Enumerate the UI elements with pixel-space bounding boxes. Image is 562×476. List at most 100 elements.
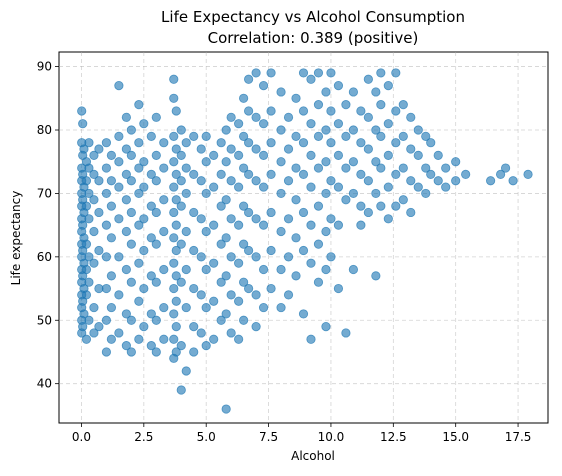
data-point [171,322,181,332]
data-point [276,302,286,313]
data-point [321,322,331,332]
data-point [239,201,249,211]
data-point [84,138,94,148]
data-point [234,296,244,306]
data-point [341,163,351,173]
data-point [101,138,112,148]
data-point [169,309,179,319]
data-point [244,106,254,116]
data-point [239,93,249,103]
data-point [169,334,179,344]
data-point [298,68,309,78]
data-point [106,150,116,160]
data-point [306,182,316,192]
data-point [413,182,423,192]
data-point [216,201,226,211]
data-point [383,81,393,91]
data-point [356,220,366,230]
data-point [89,150,99,160]
y-tick-label: 60 [37,250,52,264]
chart-subtitle: Correlation: 0.389 (positive) [207,29,419,47]
data-point [171,296,181,306]
y-axis-ticks: 40 50 60 70 80 90 [37,60,59,391]
data-point [84,214,94,224]
data-point [376,163,386,173]
data-point [266,207,276,218]
y-axis-label: Life expectancy [9,190,23,286]
data-point [101,220,112,230]
data-point [139,214,149,224]
y-tick-label: 70 [37,186,52,200]
chart-title: Life Expectancy vs Alcohol Consumption [161,8,465,26]
data-point [398,163,408,173]
data-point [101,283,112,294]
data-point [239,277,249,287]
data-point [426,138,436,148]
data-point [134,296,144,306]
data-point [171,195,181,205]
data-point [176,201,186,211]
data-point [356,169,366,179]
data-point [234,334,244,344]
data-point [189,169,199,179]
x-tick-label: 0.0 [72,430,91,444]
data-point [276,188,286,199]
data-point [326,214,336,224]
data-point [266,283,276,294]
data-point [508,176,518,186]
data-point [81,264,92,275]
data-point [383,119,393,129]
data-point [341,100,351,110]
data-point [363,112,373,122]
data-point [391,201,401,211]
data-point [406,207,416,218]
data-point [94,207,104,218]
data-point [251,112,261,122]
data-point [106,176,116,186]
data-point [333,283,344,294]
data-point [81,176,92,186]
plot-area-frame [58,51,549,424]
data-point [114,131,124,141]
data-point [321,87,331,97]
data-point [283,252,294,262]
data-point [413,125,423,135]
data-point [169,157,179,167]
data-point [251,68,261,78]
data-point [134,163,144,173]
data-point [106,271,116,281]
data-point [391,138,401,148]
x-axis-ticks: 0.0 2.5 5.0 7.5 10.0 12.5 15.0 17.5 [72,423,531,444]
data-point [234,258,244,268]
data-point [146,271,156,281]
data-point [134,220,144,230]
data-point [391,169,401,179]
data-point [221,233,231,243]
data-point [426,169,436,179]
data-point [216,138,226,148]
data-point [321,188,331,199]
data-point [176,277,186,287]
data-point [266,68,276,78]
data-point [523,169,533,179]
data-point [121,309,131,319]
y-tick-label: 40 [37,377,52,391]
data-point [216,169,226,179]
data-point [391,68,401,78]
data-point [159,163,169,173]
data-point [376,201,386,211]
data-point [209,296,219,306]
data-point [221,271,231,281]
data-point [371,125,381,135]
data-point [383,150,393,160]
data-point [313,163,324,173]
data-point [79,144,89,154]
data-point [146,131,156,141]
data-point [101,252,112,262]
data-point [321,226,331,237]
data-point [139,157,149,167]
data-point [244,138,254,148]
data-point [89,226,99,237]
data-point [171,144,181,154]
data-point [421,188,431,199]
